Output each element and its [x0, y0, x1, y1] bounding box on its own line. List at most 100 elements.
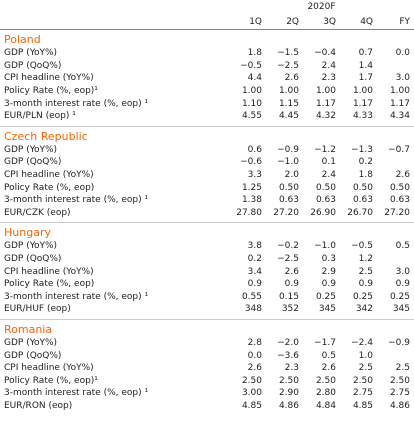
value-cell: 1.4 — [358, 60, 373, 71]
value-cell: 4.84 — [315, 400, 336, 411]
row-label: CPI headline (YoY%) — [4, 363, 94, 374]
table-row: GDP (QoQ%) 0.2 −2.5 0.3 1.2 — [0, 253, 414, 266]
value-cell: 4.32 — [315, 111, 336, 122]
table-row: Policy Rate (%, eop)¹ 1.00 1.00 1.00 1.00 1.0… — [0, 85, 414, 98]
value-cell: 1.8 — [358, 170, 373, 181]
value-cell: 3.0 — [395, 73, 410, 84]
value-cell: 2.50 — [278, 375, 299, 386]
value-cell: 1.38 — [241, 195, 262, 206]
value-cell: 1.2 — [358, 254, 373, 265]
table-row: Hungary — [0, 223, 414, 241]
row-label: 3-month interest rate (%, eop) ¹ — [4, 98, 149, 109]
row-label: GDP (QoQ%) — [4, 254, 62, 265]
table-row: CPI headline (YoY%) 3.3 2.0 2.4 1.8 2.6 — [0, 169, 414, 182]
value-cell: −2.4 — [351, 337, 373, 348]
value-cell: 4.34 — [389, 111, 410, 122]
value-cell: 0.50 — [315, 182, 336, 193]
table-row: Policy Rate (%, eop) 0.9 0.9 0.9 0.9 0.9 — [0, 278, 414, 291]
value-cell: 2.6 — [247, 363, 262, 374]
value-cell: 3.3 — [247, 170, 262, 181]
cell — [0, 0, 229, 14]
value-cell: −3.6 — [277, 350, 299, 361]
table-row: Czech Republic — [0, 126, 414, 144]
value-cell: 0.50 — [352, 182, 373, 193]
value-cell: 1.00 — [278, 86, 299, 97]
value-cell: 0.25 — [315, 291, 336, 302]
value-cell: 0.63 — [278, 195, 299, 206]
value-cell: 2.75 — [389, 388, 410, 399]
table-row: 3-month interest rate (%, eop) ¹ 0.55 0.15… — [0, 291, 414, 304]
table-row: EUR/PLN (eop) ¹ 4.55 4.45 4.32 4.33 4.34 — [0, 110, 414, 123]
value-cell: 2.0 — [284, 170, 299, 181]
value-cell: −2.5 — [277, 60, 299, 71]
row-label: Policy Rate (%, eop)¹ — [4, 86, 98, 97]
row-label: GDP (QoQ%) — [4, 157, 62, 168]
column-header: 3Q — [303, 14, 340, 30]
value-cell: 2.90 — [278, 388, 299, 399]
value-cell: 0.9 — [247, 279, 262, 290]
value-cell: 1.17 — [352, 98, 373, 109]
value-cell: 0.50 — [389, 182, 410, 193]
value-cell: 0.50 — [278, 182, 299, 193]
value-cell: 2.5 — [395, 363, 410, 374]
section-title: Hungary — [4, 226, 51, 240]
value-cell: 2.5 — [358, 266, 373, 277]
table-row — [0, 122, 414, 127]
value-cell: 1.17 — [315, 98, 336, 109]
value-cell: −1.0 — [314, 241, 336, 252]
section-title: Poland — [4, 33, 41, 46]
row-label: EUR/CZK (eop) — [4, 207, 71, 218]
row-label: GDP (YoY%) — [4, 241, 58, 252]
value-cell: 0.9 — [321, 279, 336, 290]
value-cell: 4.4 — [247, 73, 262, 84]
value-cell: 2.4 — [321, 170, 336, 181]
table-row: CPI headline (YoY%) 3.4 2.6 2.9 2.5 3.0 — [0, 265, 414, 278]
value-cell: 4.45 — [278, 111, 299, 122]
value-cell: 0.63 — [352, 195, 373, 206]
value-cell: 2.4 — [321, 60, 336, 71]
column-header: FY — [377, 14, 414, 30]
table-row: GDP (QoQ%) −0.6 −1.0 0.1 0.2 — [0, 156, 414, 169]
value-cell — [377, 156, 414, 169]
column-header: 4Q — [340, 14, 377, 30]
value-cell: 0.15 — [278, 291, 299, 302]
value-cell: −0.2 — [277, 241, 299, 252]
value-cell: 2.6 — [395, 170, 410, 181]
value-cell: 4.85 — [352, 400, 373, 411]
value-cell: 352 — [281, 304, 299, 315]
value-cell: 348 — [244, 304, 262, 315]
value-cell: 0.0 — [395, 48, 410, 59]
value-cell: −1.3 — [351, 144, 373, 155]
value-cell: −0.9 — [277, 144, 299, 155]
row-label: GDP (YoY%) — [4, 144, 58, 155]
value-cell: 27.80 — [236, 207, 262, 218]
value-cell: 26.70 — [347, 207, 373, 218]
value-cell: 1.10 — [241, 98, 262, 109]
table-row: GDP (YoY%) 0.6 −0.9 −1.2 −1.3 −0.7 — [0, 144, 414, 157]
table-row: GDP (YoY%) 3.8 −0.2 −1.0 −0.5 0.5 — [0, 240, 414, 253]
separator — [0, 122, 414, 127]
row-label: EUR/RON (eop) — [4, 400, 73, 411]
table-row: EUR/RON (eop) 4.85 4.86 4.84 4.85 4.86 — [0, 400, 414, 413]
section-title: Czech Republic — [4, 129, 88, 143]
value-cell: 0.25 — [352, 291, 373, 302]
value-cell: 1.0 — [358, 350, 373, 361]
value-cell: −0.5 — [351, 241, 373, 252]
value-cell: 3.00 — [241, 388, 262, 399]
section-title: Romania — [4, 322, 53, 336]
table-row: 1Q 2Q 3Q 4Q FY — [0, 14, 414, 30]
value-cell: 2.5 — [358, 363, 373, 374]
table-row: CPI headline (YoY%) 4.4 2.6 2.3 1.7 3.0 — [0, 72, 414, 85]
row-label: GDP (QoQ%) — [4, 350, 62, 361]
value-cell: 345 — [392, 304, 410, 315]
value-cell: 0.0 — [247, 350, 262, 361]
value-cell: 3.8 — [247, 241, 262, 252]
separator — [0, 315, 414, 320]
row-label: 3-month interest rate (%, eop) ¹ — [4, 388, 149, 399]
value-cell: 0.25 — [389, 291, 410, 302]
value-cell: 1.17 — [389, 98, 410, 109]
value-cell: 4.86 — [278, 400, 299, 411]
value-cell: −2.0 — [277, 337, 299, 348]
value-cell: 0.9 — [284, 279, 299, 290]
column-header: 2Q — [266, 14, 303, 30]
